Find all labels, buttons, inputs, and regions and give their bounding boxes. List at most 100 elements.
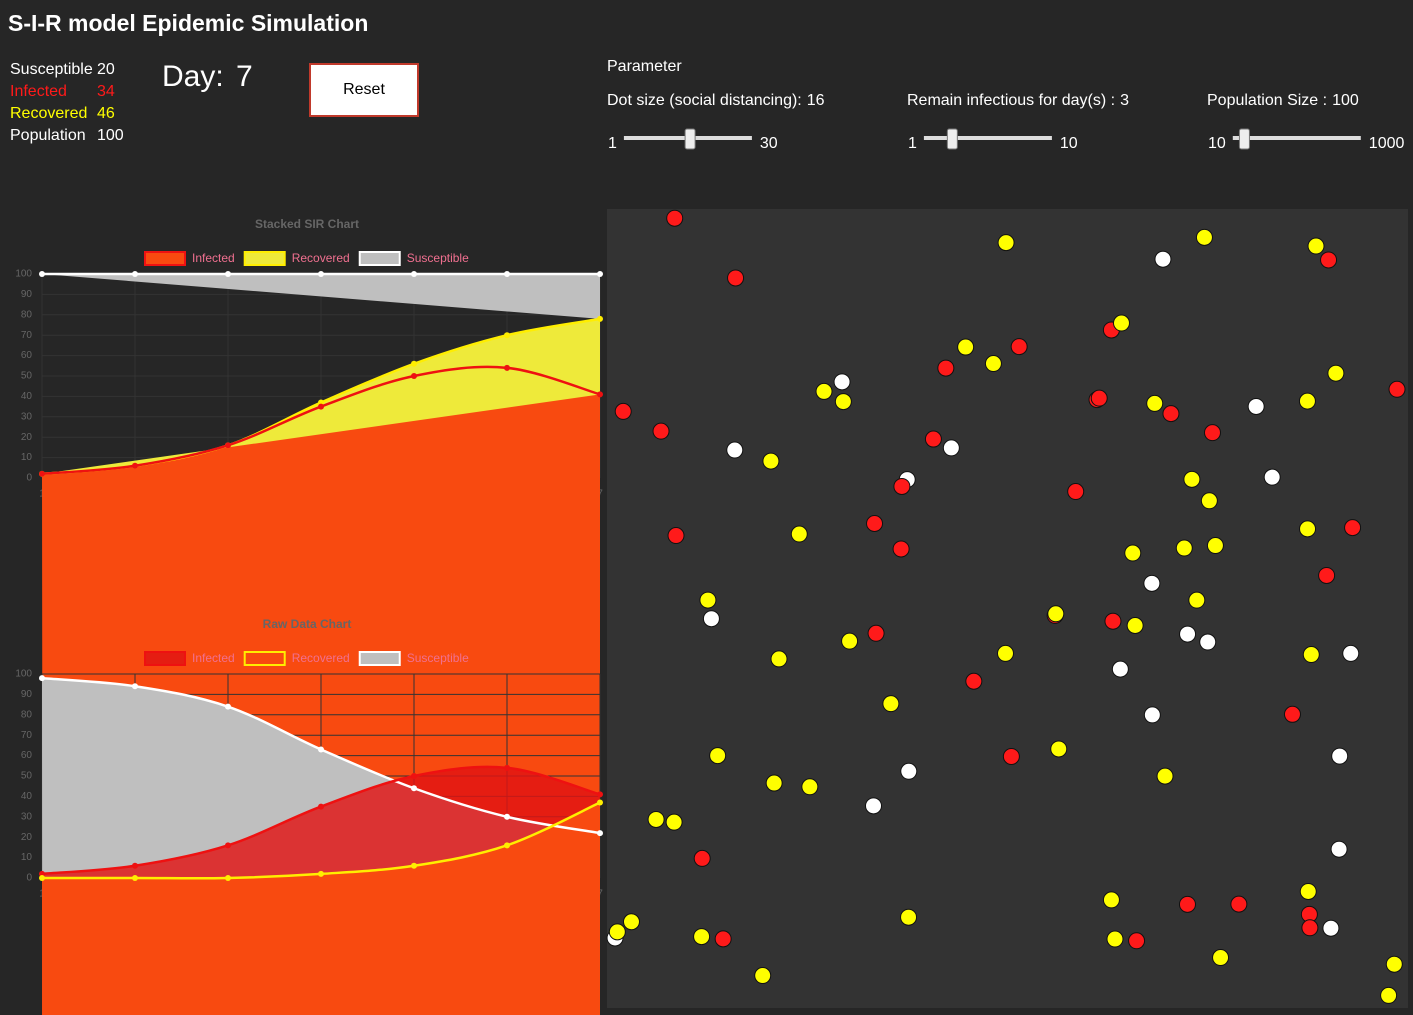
person-dot: [1111, 660, 1129, 678]
person-dot: [1175, 539, 1193, 557]
person-dot: [865, 797, 883, 815]
person-dot: [1112, 314, 1130, 332]
data-point: [318, 870, 324, 877]
person-dot: [1188, 591, 1206, 609]
app-title: S-I-R model Epidemic Simulation: [8, 10, 368, 36]
person-dot: [667, 527, 685, 545]
person-dot: [1199, 633, 1217, 651]
data-point: [318, 403, 324, 410]
stat-value: 20: [97, 61, 115, 78]
slider-thumb[interactable]: [946, 128, 958, 150]
person-dot: [1327, 364, 1345, 382]
y-tick-label: 80: [21, 309, 33, 320]
x-tick-label: 7: [597, 889, 603, 900]
slider-thumb[interactable]: [684, 128, 696, 150]
person-dot: [957, 338, 975, 356]
data-point: [132, 683, 138, 690]
y-tick-label: 90: [21, 289, 33, 300]
slider-thumb[interactable]: [1238, 128, 1250, 150]
slider-max: 30: [760, 135, 778, 152]
person-dot: [608, 923, 626, 941]
stat-label: Infected: [10, 83, 67, 100]
person-dot: [867, 624, 885, 642]
stat-value: 46: [97, 105, 115, 122]
legend-label: Recovered: [292, 651, 350, 665]
data-point: [225, 703, 231, 710]
person-dot: [727, 269, 745, 287]
chart-title: Stacked SIR Chart: [255, 217, 359, 231]
person-dot: [1388, 380, 1406, 398]
person-dot: [942, 439, 960, 457]
person-dot: [1104, 612, 1122, 630]
legend-swatch: [144, 251, 186, 266]
data-point: [411, 862, 417, 869]
person-dot: [1283, 705, 1301, 723]
person-dot: [801, 778, 819, 796]
slider-value: 3: [1120, 92, 1129, 109]
data-point: [411, 360, 417, 367]
person-dot: [1203, 424, 1221, 442]
data-point: [318, 803, 324, 810]
data-point: [411, 373, 417, 379]
person-dot: [709, 747, 727, 765]
reset-button[interactable]: Reset: [309, 63, 419, 117]
legend-swatch: [243, 651, 286, 666]
person-dot: [693, 928, 711, 946]
series-area: [42, 802, 600, 1015]
person-dot: [1050, 740, 1068, 758]
legend-swatch: [144, 651, 186, 666]
legend-label: Recovered: [292, 251, 350, 265]
person-dot: [614, 402, 632, 420]
y-tick-label: 20: [21, 832, 33, 843]
person-dot: [1380, 986, 1398, 1004]
person-dot: [1200, 492, 1218, 510]
y-tick-label: 50: [21, 771, 33, 782]
data-point: [411, 271, 417, 277]
person-dot: [1212, 949, 1230, 967]
x-tick-label: 7: [597, 489, 603, 500]
legend-label: Susceptible: [407, 651, 469, 665]
person-dot: [996, 644, 1014, 662]
person-dot: [1178, 895, 1196, 913]
y-tick-label: 70: [21, 330, 33, 341]
data-point: [504, 764, 510, 771]
person-dot: [1298, 392, 1316, 410]
data-point: [504, 364, 510, 371]
person-dot: [714, 930, 732, 948]
person-dot: [892, 540, 910, 558]
y-tick-label: 30: [21, 811, 33, 822]
person-dot: [1047, 605, 1065, 623]
person-dot: [984, 355, 1002, 373]
y-tick-label: 100: [15, 269, 32, 280]
person-dot: [1322, 919, 1340, 937]
y-tick-label: 0: [26, 473, 32, 484]
y-tick-label: 50: [21, 371, 33, 382]
reset-button-box[interactable]: [309, 63, 419, 117]
person-dot: [841, 632, 859, 650]
data-point: [504, 271, 510, 277]
legend-swatch: [358, 651, 401, 666]
person-dot: [790, 525, 808, 543]
y-tick-label: 90: [21, 689, 33, 700]
person-dot: [726, 441, 744, 459]
stat-label: Recovered: [10, 105, 87, 122]
person-dot: [893, 477, 911, 495]
stat-value: 100: [97, 127, 124, 144]
reset-button-label[interactable]: Reset: [343, 81, 385, 98]
person-dot: [1143, 574, 1161, 592]
slider-max: 10: [1060, 135, 1078, 152]
person-dot: [1067, 483, 1085, 501]
data-point: [39, 875, 45, 881]
day-value: 7: [236, 60, 253, 93]
person-dot: [1299, 520, 1317, 538]
person-dot: [1124, 544, 1142, 562]
y-tick-label: 80: [21, 709, 33, 720]
person-dot: [699, 591, 717, 609]
y-tick-label: 10: [21, 452, 33, 463]
person-dot: [1154, 250, 1172, 268]
person-dot: [866, 514, 884, 532]
person-dot: [997, 234, 1015, 252]
y-tick-label: 20: [21, 432, 33, 443]
person-dot: [1299, 882, 1317, 900]
